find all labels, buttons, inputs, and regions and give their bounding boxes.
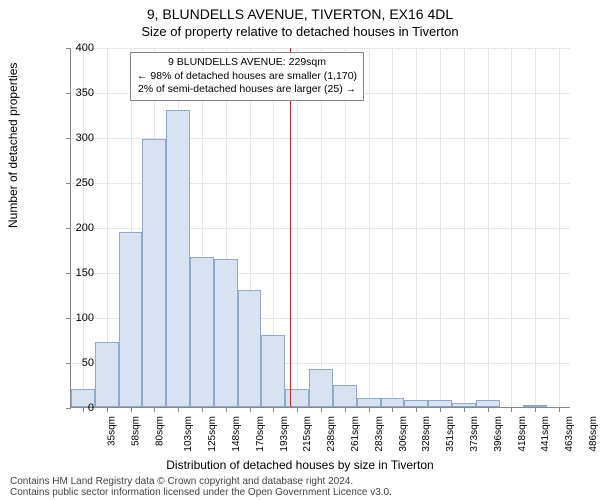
x-tick bbox=[107, 407, 108, 412]
y-tick-label: 100 bbox=[54, 312, 94, 324]
x-tick bbox=[440, 407, 441, 412]
bar bbox=[95, 342, 119, 407]
x-tick-label: 148sqm bbox=[231, 416, 242, 452]
grid-v bbox=[369, 48, 370, 407]
bar bbox=[261, 335, 285, 407]
bar bbox=[119, 232, 143, 408]
x-tick bbox=[273, 407, 274, 412]
footer-line1: Contains HM Land Registry data © Crown c… bbox=[10, 476, 590, 487]
bar bbox=[523, 405, 547, 407]
bar bbox=[428, 400, 452, 407]
x-tick-label: 193sqm bbox=[279, 416, 290, 452]
bar bbox=[309, 369, 333, 407]
x-tick bbox=[178, 407, 179, 412]
footer: Contains HM Land Registry data © Crown c… bbox=[10, 476, 590, 498]
x-tick-label: 351sqm bbox=[445, 416, 456, 452]
x-tick-label: 283sqm bbox=[374, 416, 385, 452]
grid-v bbox=[345, 48, 346, 407]
x-tick bbox=[511, 407, 512, 412]
grid-v bbox=[559, 48, 560, 407]
x-tick bbox=[488, 407, 489, 412]
grid-v bbox=[440, 48, 441, 407]
y-tick-label: 50 bbox=[54, 357, 94, 369]
x-tick-label: 238sqm bbox=[326, 416, 337, 452]
x-tick bbox=[202, 407, 203, 412]
x-tick-label: 373sqm bbox=[469, 416, 480, 452]
x-tick-label: 418sqm bbox=[517, 416, 528, 452]
y-tick-label: 200 bbox=[54, 222, 94, 234]
bar bbox=[381, 398, 405, 407]
x-tick-label: 261sqm bbox=[350, 416, 361, 452]
y-tick-label: 150 bbox=[54, 267, 94, 279]
x-tick-label: 103sqm bbox=[183, 416, 194, 452]
title-sub: Size of property relative to detached ho… bbox=[0, 22, 600, 39]
bar bbox=[142, 139, 166, 407]
x-tick-label: 170sqm bbox=[255, 416, 266, 452]
x-axis-label: Distribution of detached houses by size … bbox=[0, 458, 600, 472]
x-tick-label: 215sqm bbox=[302, 416, 313, 452]
x-tick-label: 396sqm bbox=[493, 416, 504, 452]
bar bbox=[333, 385, 357, 408]
annotation-line1: 9 BLUNDELLS AVENUE: 229sqm bbox=[137, 56, 357, 70]
x-tick bbox=[131, 407, 132, 412]
plot-area bbox=[70, 48, 570, 408]
grid-v bbox=[488, 48, 489, 407]
grid-v bbox=[392, 48, 393, 407]
y-tick-label: 400 bbox=[54, 42, 94, 54]
x-tick bbox=[297, 407, 298, 412]
chart-container: 9, BLUNDELLS AVENUE, TIVERTON, EX16 4DL … bbox=[0, 0, 600, 500]
x-tick bbox=[226, 407, 227, 412]
bar bbox=[238, 290, 262, 407]
x-tick-label: 306sqm bbox=[398, 416, 409, 452]
title-main: 9, BLUNDELLS AVENUE, TIVERTON, EX16 4DL bbox=[0, 0, 600, 22]
grid-v bbox=[464, 48, 465, 407]
bar bbox=[214, 259, 238, 408]
x-tick-label: 125sqm bbox=[207, 416, 218, 452]
grid-v bbox=[297, 48, 298, 407]
chart-area: 9 BLUNDELLS AVENUE: 229sqm ← 98% of deta… bbox=[70, 48, 570, 408]
x-tick bbox=[535, 407, 536, 412]
x-tick bbox=[416, 407, 417, 412]
x-tick bbox=[321, 407, 322, 412]
y-tick-label: 300 bbox=[54, 132, 94, 144]
bar bbox=[476, 400, 500, 407]
y-tick-label: 0 bbox=[54, 402, 94, 414]
annotation-line2: ← 98% of detached houses are smaller (1,… bbox=[137, 70, 357, 84]
bar bbox=[357, 398, 381, 407]
bar bbox=[190, 257, 214, 407]
x-tick bbox=[464, 407, 465, 412]
x-tick-label: 35sqm bbox=[106, 416, 117, 446]
x-tick-label: 486sqm bbox=[588, 416, 599, 452]
bar bbox=[452, 403, 476, 408]
bar bbox=[404, 400, 428, 407]
grid-v bbox=[321, 48, 322, 407]
y-tick-label: 250 bbox=[54, 177, 94, 189]
footer-line2: Contains public sector information licen… bbox=[10, 487, 590, 498]
x-tick-label: 80sqm bbox=[154, 416, 165, 446]
x-tick-label: 58sqm bbox=[130, 416, 141, 446]
x-tick bbox=[154, 407, 155, 412]
y-axis-label: Number of detached properties bbox=[6, 63, 20, 228]
annotation-box: 9 BLUNDELLS AVENUE: 229sqm ← 98% of deta… bbox=[130, 52, 364, 101]
bar bbox=[285, 389, 309, 407]
x-tick bbox=[369, 407, 370, 412]
x-tick-label: 441sqm bbox=[541, 416, 552, 452]
x-tick bbox=[392, 407, 393, 412]
grid-v bbox=[535, 48, 536, 407]
x-tick bbox=[250, 407, 251, 412]
grid-v bbox=[416, 48, 417, 407]
x-tick-label: 463sqm bbox=[564, 416, 575, 452]
bar bbox=[166, 110, 190, 407]
x-tick bbox=[345, 407, 346, 412]
y-tick-label: 350 bbox=[54, 87, 94, 99]
x-tick-label: 328sqm bbox=[422, 416, 433, 452]
grid-v bbox=[511, 48, 512, 407]
marker-line bbox=[290, 48, 291, 407]
x-tick bbox=[559, 407, 560, 412]
annotation-line3: 2% of semi-detached houses are larger (2… bbox=[137, 83, 357, 97]
